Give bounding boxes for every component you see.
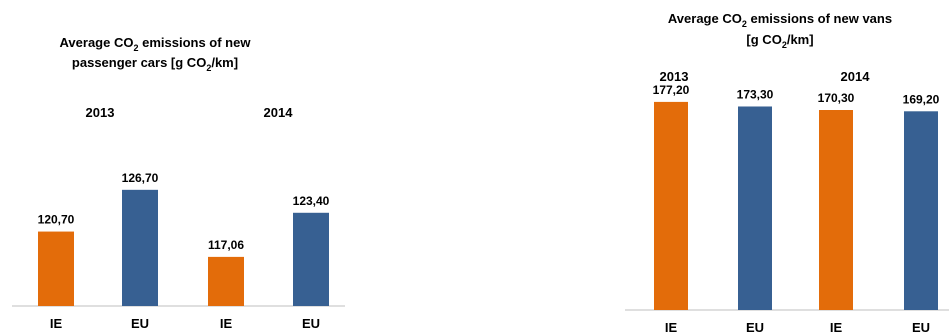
chart-passenger-cars: Average CO2 emissions of new passenger c…	[12, 35, 345, 331]
category-label: EU	[131, 316, 149, 331]
chart-new-vans-svg: Average CO2 emissions of new vans [g CO2…	[625, 11, 949, 335]
category-label: EU	[302, 316, 320, 331]
bar-2013-ie	[38, 231, 74, 306]
bar-2013-eu	[122, 189, 158, 306]
bars-group: 120,70 IE 126,70 EU 117,06 IE 123,40 EU	[38, 171, 330, 331]
year-label-2014: 2014	[841, 69, 871, 84]
bar-2014-ie	[819, 110, 853, 310]
chart-title-line2: passenger cars [g CO2/km]	[72, 55, 238, 73]
chart-passenger-cars-svg: Average CO2 emissions of new passenger c…	[12, 35, 345, 331]
data-label: 173,30	[737, 87, 774, 101]
category-label: IE	[665, 320, 678, 335]
data-label: 123,40	[293, 194, 330, 208]
year-label-2013: 2013	[660, 69, 689, 84]
chart-title-line1: Average CO2 emissions of new	[60, 35, 252, 53]
bar-2014-ie	[208, 256, 244, 306]
category-label: EU	[746, 320, 764, 335]
year-label-2013: 2013	[86, 105, 115, 120]
year-label-2014: 2014	[264, 105, 294, 120]
data-label: 177,20	[653, 83, 690, 97]
bar-2014-eu	[904, 111, 938, 310]
category-label: IE	[220, 316, 233, 331]
data-label: 126,70	[122, 171, 159, 185]
data-label: 117,06	[208, 238, 244, 252]
data-label: 170,30	[818, 91, 855, 105]
bar-2013-ie	[654, 101, 688, 310]
bar-2013-eu	[738, 106, 772, 311]
chart-title-line2: [g CO2/km]	[746, 32, 813, 50]
chart-title-line1: Average CO2 emissions of new vans	[668, 11, 892, 29]
data-label: 169,20	[903, 92, 940, 106]
chart-new-vans: Average CO2 emissions of new vans [g CO2…	[480, 0, 949, 336]
category-label: EU	[912, 320, 930, 335]
category-label: IE	[50, 316, 63, 331]
data-label: 120,70	[38, 213, 75, 227]
bar-2014-eu	[293, 212, 329, 306]
bars-group: 177,20 IE 173,30 EU 170,30 IE 169,20 EU	[653, 83, 940, 335]
category-label: IE	[830, 320, 843, 335]
